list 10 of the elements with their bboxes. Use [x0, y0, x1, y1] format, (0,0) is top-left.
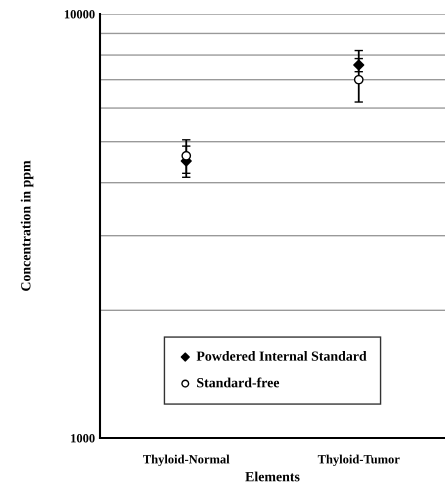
- x-axis-title: Elements: [245, 472, 300, 482]
- point: [181, 150, 192, 161]
- legend-label: Standard-free: [197, 377, 280, 388]
- x-tick-label: Thyloid-Tumor: [318, 454, 400, 466]
- legend-label: Powdered Internal Standard: [196, 351, 367, 361]
- y-axis-title: Concentration in ppm: [20, 160, 34, 291]
- point: [354, 74, 364, 85]
- y-tick-label: 1000: [71, 434, 95, 442]
- y-tick-label: 10000: [64, 10, 95, 18]
- x-tick-label: Thyloid-Normal: [143, 454, 230, 466]
